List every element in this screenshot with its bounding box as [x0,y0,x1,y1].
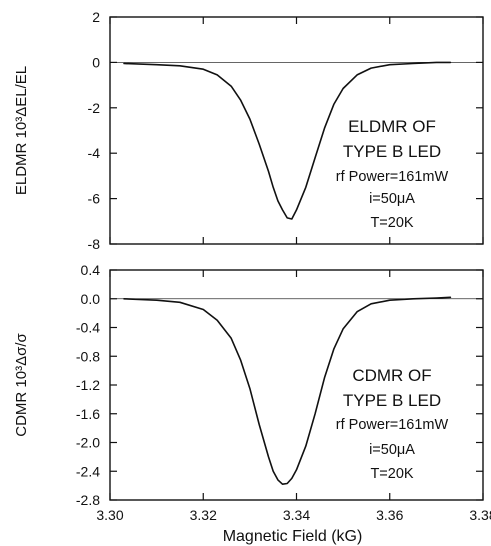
eldmr-annotation: ELDMR OF [348,117,436,136]
eldmr-annotation: i=50μA [369,191,415,207]
cdmr-x-tick-label: 3.36 [376,507,403,523]
cdmr-y-tick-label: -1.2 [76,377,100,393]
eldmr-series-line [123,61,452,220]
cdmr-annotation: rf Power=161mW [336,417,449,433]
eldmr-y-tick-label: -8 [88,236,101,252]
cdmr-y-tick-label: 0.0 [81,291,101,307]
cdmr-y-tick-label: -2.4 [76,463,100,479]
cdmr-x-tick-label: 3.38 [469,507,491,523]
cdmr-y-tick-label: -2.0 [76,435,100,451]
cdmr-y-axis-label: CDMR 10³Δσ/σ [13,332,30,436]
eldmr-y-tick-label: 2 [92,9,100,25]
eldmr-y-tick-label: -2 [88,100,101,116]
cdmr-y-tick-label: -2.8 [76,492,100,508]
cdmr-y-tick-label: 0.4 [81,262,101,278]
cdmr-annotation: T=20K [370,466,413,482]
eldmr-y-axis-label: ELDMR 10³ΔEL/EL [13,66,30,195]
cdmr-y-tick-label: -0.4 [76,320,100,336]
x-axis-label: Magnetic Field (kG) [223,528,363,545]
eldmr-y-tick-label: 0 [92,54,100,70]
cdmr-x-tick-label: 3.32 [190,507,217,523]
eldmr-annotation: rf Power=161mW [336,169,449,185]
cdmr-annotation: i=50μA [369,442,415,458]
cdmr-x-tick-label: 3.30 [96,507,123,523]
eldmr-annotation: TYPE B LED [343,142,441,161]
cdmr-y-tick-label: -0.8 [76,348,100,364]
eldmr-annotation: T=20K [370,215,413,231]
cdmr-annotation: TYPE B LED [343,391,441,410]
eldmr-y-tick-label: -6 [88,191,101,207]
eldmr-y-tick-label: -4 [88,145,101,161]
cdmr-y-tick-label: -1.6 [76,406,100,422]
cdmr-plot-frame [109,269,484,501]
cdmr-series-line [123,296,452,485]
cdmr-x-tick-label: 3.34 [283,507,310,523]
cdmr-annotation: CDMR OF [352,366,431,385]
